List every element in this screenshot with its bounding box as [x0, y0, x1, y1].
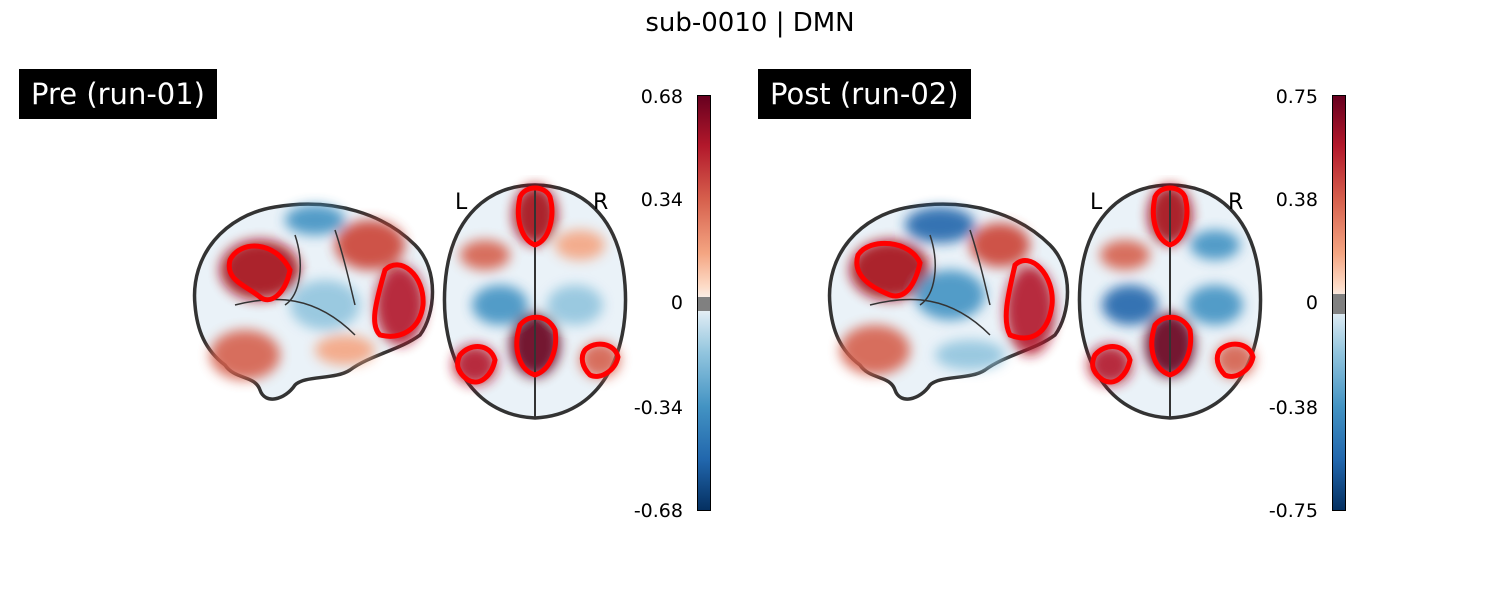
pre-colorbar [697, 95, 711, 511]
pre-left-orientation-label: L [455, 190, 468, 215]
pre-colorbar-tick: 0.68 [640, 86, 683, 108]
pre-glass-brain [192, 183, 628, 420]
pre-sagittal-view [192, 202, 435, 401]
post-colorbar-tick: 0 [1305, 292, 1318, 314]
pre-colorbar-tick: 0 [670, 292, 683, 314]
post-colorbar-tick: -0.75 [1268, 500, 1318, 522]
post-colorbar-tick: 0.75 [1275, 86, 1318, 108]
pre-panel-label: Pre (run-01) [19, 69, 217, 119]
pre-colorbar-tick: -0.68 [633, 500, 683, 522]
post-panel-label: Post (run-02) [758, 69, 971, 119]
pre-colorbar-threshold-mask [698, 297, 710, 311]
post-colorbar-threshold-mask [1333, 294, 1345, 314]
post-axial-view [1077, 183, 1263, 420]
post-colorbar-tick: 0.38 [1275, 189, 1318, 211]
post-sagittal-view [827, 202, 1070, 401]
pre-colorbar-tick: 0.34 [640, 189, 683, 211]
post-right-orientation-label: R [1228, 190, 1244, 215]
pre-right-orientation-label: R [593, 190, 609, 215]
post-colorbar [1332, 95, 1346, 511]
pre-colorbar-tick: -0.34 [633, 397, 683, 419]
post-glass-brain [827, 183, 1263, 420]
pre-axial-view [442, 183, 628, 420]
post-colorbar-tick: -0.38 [1268, 397, 1318, 419]
post-left-orientation-label: L [1090, 190, 1103, 215]
figure-title: sub-0010 | DMN [645, 8, 855, 38]
